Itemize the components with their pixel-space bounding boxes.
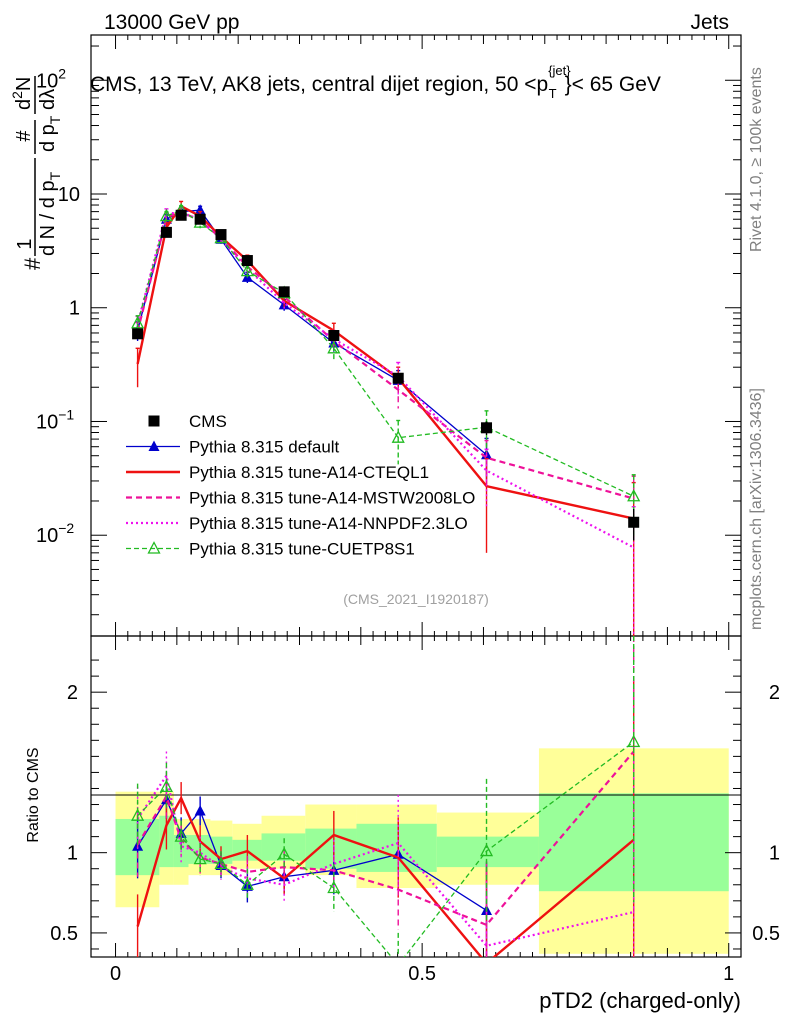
ylabel-frac2-num: # (13, 130, 35, 142)
data-point-main (481, 422, 493, 434)
data-point-ratio (174, 829, 188, 842)
ratio-y-tick-label-right: 1 (769, 843, 780, 865)
series-line-ratio (137, 741, 635, 957)
legend: CMS Pythia 8.315 default Pythia 8.315 tune… (126, 412, 475, 559)
ratio-y-axis-label: Ratio to CMS (25, 747, 42, 842)
series-line-main (136, 211, 635, 549)
main-y-axis-label: # 1 d N / d pT # d pT d2N dλ (9, 76, 63, 270)
y-tick-label: 1 (69, 298, 80, 320)
ratio-y-tick-label-left: 1 (67, 843, 78, 865)
data-point-main (391, 430, 405, 443)
data-point-main (392, 372, 404, 384)
data-point-main (131, 315, 145, 329)
legend-label: Pythia 8.315 tune-A14-NNPDF2.3LO (189, 514, 468, 533)
ylabel-prefix: # (20, 257, 45, 270)
data-point-main (328, 330, 340, 342)
series-line-ratio (137, 798, 487, 912)
data-point-main (132, 328, 144, 340)
analysis-reference-label: (CMS_2021_I1920187) (343, 591, 489, 607)
data-point-ratio (327, 880, 341, 894)
data-point-ratio (194, 804, 206, 816)
y-tick-label: 10−1 (36, 406, 74, 433)
series-line-ratio (136, 795, 635, 957)
data-point-ratio (277, 846, 291, 860)
main-series-group (131, 200, 641, 636)
data-point-main (628, 516, 640, 528)
legend-label: Pythia 8.315 default (189, 438, 340, 457)
y-tick-label: 10−2 (36, 520, 74, 547)
data-point-ratio (240, 877, 254, 890)
mcplots-reference-text: mcplots.cern.ch [arXiv:1306.3436] (748, 388, 765, 630)
data-point-ratio (479, 843, 494, 857)
x-tick-label: 1 (723, 963, 734, 985)
ratio-y-tick-label-left: 2 (67, 682, 78, 704)
data-point-main (159, 208, 173, 222)
uncertainty-bands (115, 748, 729, 954)
ylabel-frac2-den: d pT (37, 115, 63, 152)
ratio-y-tick-label-right: 2 (769, 682, 780, 704)
legend-marker-cms (148, 415, 160, 427)
legend-label: Pythia 8.315 tune-A14-MSTW2008LO (189, 489, 475, 508)
ylabel-frac1-den: d N / d pT (37, 171, 63, 256)
legend-label: Pythia 8.315 tune-CUETP8S1 (189, 540, 415, 559)
x-tick-label: 0 (110, 963, 121, 985)
ratio-series-group (131, 636, 641, 957)
band-green-bin (436, 836, 539, 868)
data-point-ratio (627, 734, 641, 748)
data-point-main (194, 213, 206, 225)
legend-marker (148, 440, 160, 451)
chart-title: CMS, 13 TeV, AK8 jets, central dijet reg… (90, 63, 661, 101)
header-left: 13000 GeV pp (104, 11, 239, 34)
data-point-main (240, 263, 254, 277)
data-point-ratio (159, 779, 173, 793)
series-line-ratio (136, 772, 634, 947)
data-point-main (241, 255, 253, 267)
ylabel-dlambda: dλ (37, 89, 59, 110)
legend-label: CMS (189, 412, 227, 431)
data-point-main (175, 209, 187, 221)
data-point-main (627, 488, 641, 502)
data-point-main (160, 226, 172, 238)
ylabel-frac1-num: 1 (14, 238, 36, 249)
legend-marker (147, 541, 161, 554)
data-point-main (327, 340, 341, 354)
x-tick-label: 0.5 (408, 963, 436, 985)
data-point-main (278, 286, 290, 298)
ratio-y-tick-label-left: 0.5 (50, 923, 78, 945)
ylabel-d2n: d2N (9, 77, 35, 110)
legend-label: Pythia 8.315 tune-A14-CTEQL1 (189, 463, 429, 482)
data-point-ratio (214, 856, 228, 870)
rivet-version-text: Rivet 4.1.0, ≥ 100k events (748, 67, 765, 252)
data-point-ratio (131, 808, 145, 821)
ratio-y-tick-label-right: 0.5 (752, 923, 780, 945)
ratio-panel-frame (90, 635, 742, 958)
x-axis-label: pTD2 (charged-only) (539, 988, 741, 1013)
data-point-main (215, 229, 227, 241)
data-point-main (194, 204, 206, 215)
band-green-bin (305, 828, 357, 869)
band-green-bin (261, 833, 306, 861)
data-point-ratio (193, 851, 207, 865)
y-tick-label: 102 (36, 65, 66, 92)
header-right: Jets (690, 11, 729, 34)
series-line-ratio (136, 750, 635, 927)
y-tick-label: 10 (58, 184, 80, 206)
